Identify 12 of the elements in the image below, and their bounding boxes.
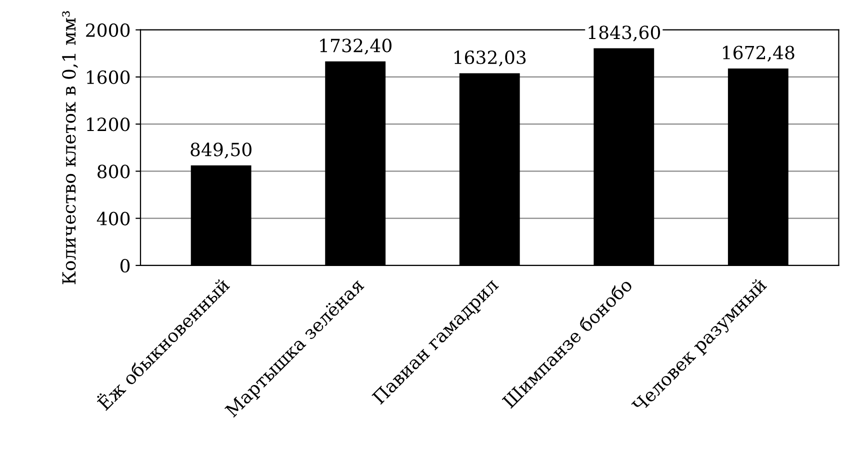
data-label: 1732,40 xyxy=(320,38,392,55)
data-label: 1632,03 xyxy=(454,50,526,66)
y-tick-label: 400 xyxy=(96,212,130,226)
y-tick-label: 1600 xyxy=(87,70,130,84)
data-label: 849,50 xyxy=(190,142,252,159)
y-tick-label: 0 xyxy=(120,258,130,273)
y-tick-label: 800 xyxy=(98,164,130,178)
data-label: 1843,60 xyxy=(588,26,660,42)
y-tick-label: 2000 xyxy=(86,23,130,37)
y-tick-label: 1200 xyxy=(87,118,130,132)
y-axis-title: Количество клеток в 0,1 мм³ xyxy=(62,11,78,284)
data-label: 1672,48 xyxy=(723,46,794,62)
